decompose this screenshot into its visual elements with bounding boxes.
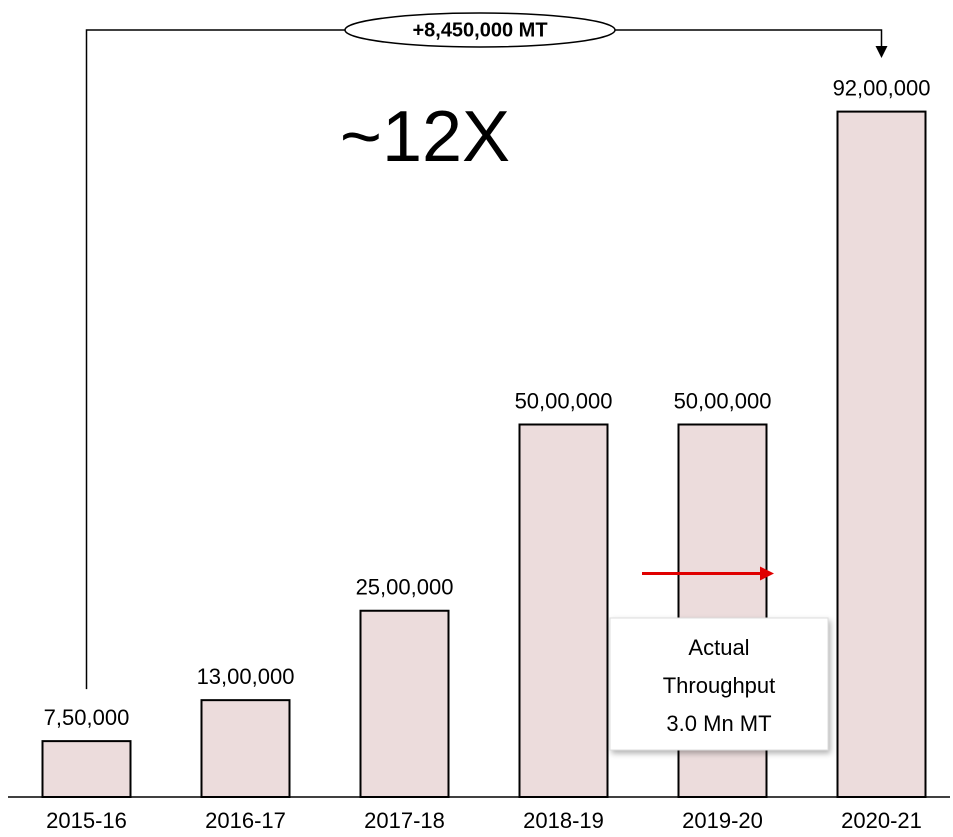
growth-ellipse bbox=[344, 12, 616, 48]
bar bbox=[41, 740, 132, 798]
throughput-arrowhead bbox=[760, 566, 774, 581]
x-tick-label: 2017-18 bbox=[364, 808, 445, 833]
value-label: 7,50,000 bbox=[44, 705, 130, 730]
growth-bracket bbox=[85, 29, 883, 690]
throughput-label: 3.0 Mn MT bbox=[666, 711, 771, 736]
value-label: 50,00,000 bbox=[515, 388, 613, 413]
growth-arrowhead bbox=[875, 46, 888, 58]
value-label: 25,00,000 bbox=[356, 575, 454, 600]
x-tick-label: 2019-20 bbox=[682, 808, 763, 833]
x-tick-label: 2020-21 bbox=[841, 808, 922, 833]
bar bbox=[359, 609, 450, 798]
x-tick-label: 2018-19 bbox=[523, 808, 604, 833]
throughput-label: Throughput bbox=[663, 673, 776, 698]
throughput-box bbox=[609, 617, 829, 751]
value-label: 92,00,000 bbox=[833, 75, 931, 100]
x-tick-label: 2016-17 bbox=[205, 808, 286, 833]
bar bbox=[518, 423, 609, 798]
value-label: 13,00,000 bbox=[197, 664, 295, 689]
x-tick-label: 2015-16 bbox=[46, 808, 127, 833]
value-label: 50,00,000 bbox=[674, 388, 772, 413]
growth-label: +8,450,000 MT bbox=[412, 19, 547, 41]
bar bbox=[836, 110, 927, 799]
bar bbox=[200, 699, 291, 799]
multiple-label: ~12X bbox=[340, 97, 510, 177]
throughput-label: Actual bbox=[688, 635, 749, 660]
